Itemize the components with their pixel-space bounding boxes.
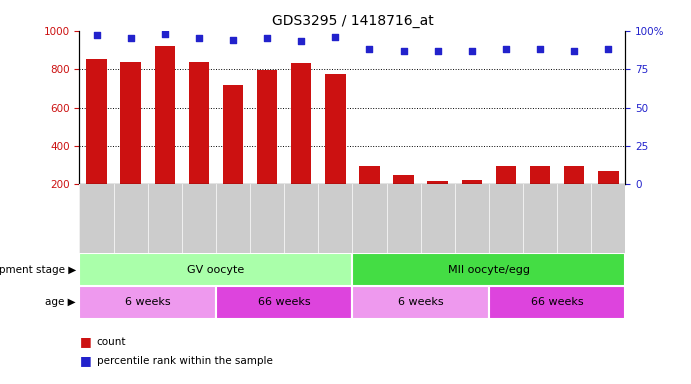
- Point: [466, 48, 477, 54]
- Point: [364, 46, 375, 52]
- Text: ■: ■: [79, 335, 91, 348]
- Text: 6 weeks: 6 weeks: [125, 297, 171, 308]
- Bar: [359, 166, 380, 184]
- Text: percentile rank within the sample: percentile rank within the sample: [97, 356, 273, 366]
- Point: [125, 35, 136, 41]
- Bar: [393, 175, 414, 184]
- Bar: [86, 58, 106, 184]
- Bar: [428, 182, 448, 184]
- Bar: [155, 46, 175, 184]
- Bar: [120, 62, 141, 184]
- Point: [262, 35, 273, 41]
- Point: [535, 46, 546, 52]
- Point: [193, 35, 205, 41]
- Bar: [291, 63, 312, 184]
- Text: age ▶: age ▶: [46, 297, 76, 308]
- Text: MII oocyte/egg: MII oocyte/egg: [448, 265, 530, 275]
- Point: [432, 48, 443, 54]
- Bar: [462, 180, 482, 184]
- Point: [296, 38, 307, 45]
- Text: count: count: [97, 337, 126, 347]
- Bar: [598, 171, 618, 184]
- Text: 66 weeks: 66 weeks: [531, 297, 583, 308]
- Point: [159, 31, 170, 37]
- Point: [500, 46, 511, 52]
- Text: 6 weeks: 6 weeks: [398, 297, 444, 308]
- Bar: [216, 286, 352, 319]
- Point: [398, 48, 409, 54]
- Point: [603, 46, 614, 52]
- Bar: [564, 166, 585, 184]
- Point: [227, 37, 238, 43]
- Bar: [530, 166, 550, 184]
- Title: GDS3295 / 1418716_at: GDS3295 / 1418716_at: [272, 14, 433, 28]
- Bar: [352, 253, 625, 286]
- Bar: [495, 166, 516, 184]
- Text: development stage ▶: development stage ▶: [0, 265, 76, 275]
- Bar: [223, 86, 243, 184]
- Bar: [257, 70, 277, 184]
- Bar: [79, 253, 352, 286]
- Bar: [189, 62, 209, 184]
- Bar: [489, 286, 625, 319]
- Point: [91, 32, 102, 38]
- Text: GV oocyte: GV oocyte: [187, 265, 245, 275]
- Bar: [352, 286, 489, 319]
- Text: 66 weeks: 66 weeks: [258, 297, 310, 308]
- Bar: [79, 286, 216, 319]
- Point: [569, 48, 580, 54]
- Bar: [325, 74, 346, 184]
- Text: ■: ■: [79, 354, 91, 367]
- Point: [330, 34, 341, 40]
